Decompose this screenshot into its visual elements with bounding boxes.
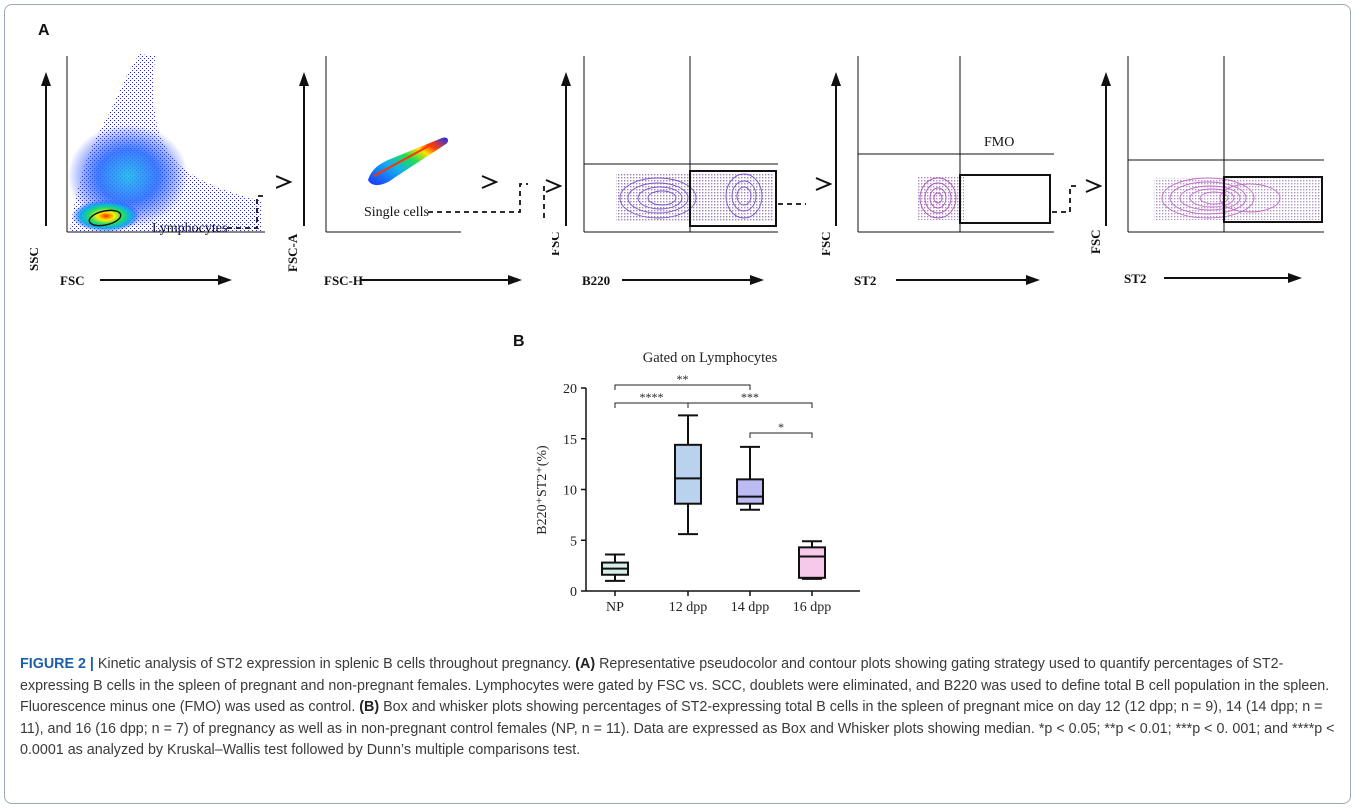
caption-text: Kinetic analysis of ST2 expression in sp… (93, 656, 576, 672)
significance-bracket (614, 384, 751, 390)
box-14-dpp (736, 478, 764, 505)
significance-bracket (749, 432, 813, 438)
figure-caption: FIGURE 2 | Kinetic analysis of ST2 expre… (20, 654, 1338, 762)
box-12-dpp (674, 443, 702, 505)
figure-frame (4, 4, 1351, 804)
box-16-dpp (798, 546, 826, 579)
significance-label: *** (741, 390, 759, 404)
significance-label: **** (640, 390, 664, 404)
x-axis-label: ST2 (1124, 271, 1146, 286)
gate-arrow (815, 177, 832, 191)
y-tick-label: 0 (570, 585, 577, 600)
y-axis-label: B220⁺ST2⁺(%) (535, 445, 550, 535)
x-axis-label: FSC-H (324, 273, 363, 288)
gate-arrow (1085, 179, 1102, 193)
flow-plot-st2: FSC ST2 (1090, 56, 1324, 286)
y-tick-label: 20 (563, 382, 577, 397)
y-axis-label: FSC (822, 231, 833, 256)
x-axis-label: B220 (582, 273, 610, 288)
caption-text: Box and whisker plots showing percentage… (20, 699, 1335, 758)
y-tick-label: 15 (563, 433, 577, 448)
y-axis-label: FSC (552, 231, 562, 256)
gate-arrow (543, 179, 562, 218)
flow-plot-singlets: Single cells FSC-A FSC-H (276, 56, 528, 288)
caption-text: Representative pseudocolor and contour p… (20, 656, 1330, 715)
y-axis-label: FSC-A (285, 233, 300, 272)
panel-a-letter: A (38, 22, 50, 39)
y-tick-label: 5 (570, 534, 577, 549)
x-axis-label: ST2 (854, 273, 876, 288)
y-axis-label: SSC (30, 247, 41, 271)
x-tick-label: NP (606, 600, 624, 615)
significance-label: ** (677, 372, 689, 386)
box-plot-chart: Gated on Lymphocytes B220⁺ST2⁺(%) 0 5 10 15… (535, 350, 860, 615)
caption-panel-b-label: (B) (359, 699, 380, 715)
flow-plot-b220: FSC B220 (552, 56, 806, 288)
significance-bracket (687, 402, 813, 408)
significance-label: * (778, 420, 784, 434)
gate-label-single-cells: Single cells (364, 205, 429, 220)
x-tick-label: 12 dpp (669, 600, 708, 615)
flow-plot-fsc-ssc: Lymphocytes SSC FSC (30, 54, 265, 288)
x-axis-label: FSC (60, 273, 85, 288)
flow-plot-st2-fmo: FMO FSC ST2 (822, 56, 1076, 288)
x-tick-label: 14 dpp (731, 600, 770, 615)
caption-panel-a-label: (A) (575, 656, 596, 672)
gate-label-fmo: FMO (984, 135, 1014, 150)
panel-b-letter: B (513, 333, 525, 350)
gate-label-lymphocytes: Lymphocytes (152, 221, 227, 236)
chart-title: Gated on Lymphocytes (643, 350, 778, 366)
x-tick-label: 16 dpp (793, 600, 832, 615)
figure-label: FIGURE 2 | (20, 656, 94, 672)
y-axis-label: FSC (1090, 229, 1103, 254)
y-tick-label: 10 (563, 484, 577, 499)
